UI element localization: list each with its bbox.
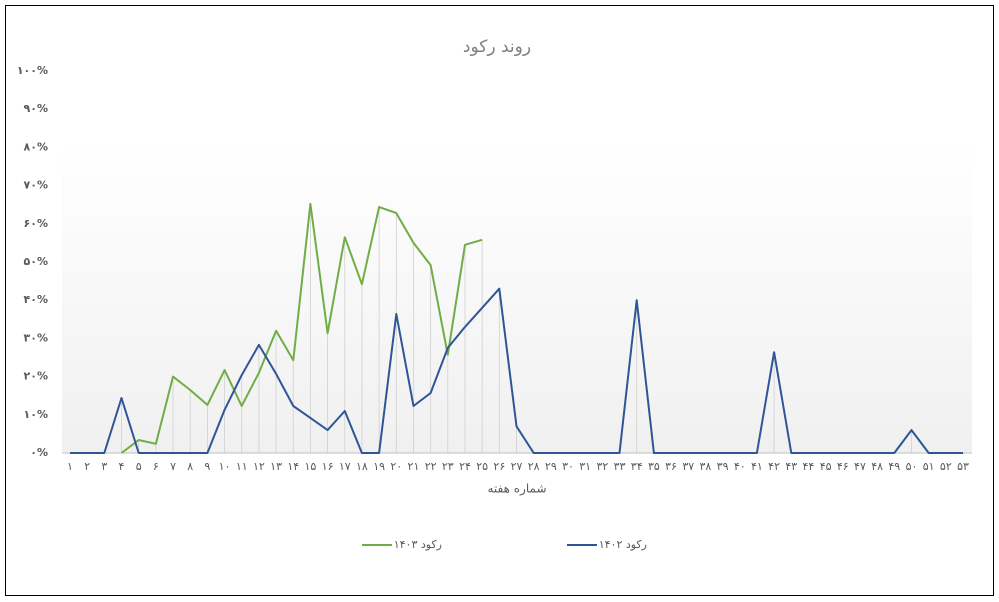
y-tick-label: ۱۰۰% [17, 64, 48, 77]
x-tick-label: ۱۳ [270, 460, 282, 473]
x-tick-label: ۳۷ [682, 460, 694, 473]
y-tick-label: ۷۰% [24, 179, 48, 192]
x-tick-label: ۱۱ [236, 460, 248, 473]
x-tick-label: ۴ [119, 460, 125, 473]
x-tick-label: ۲۶ [493, 460, 505, 473]
x-tick-label: ۳۹ [717, 460, 729, 473]
x-tick-label: ۴۱ [751, 460, 763, 473]
legend-label: رکود ۱۴۰۳ [394, 538, 442, 551]
x-tick-label: ۱۶ [322, 460, 334, 473]
x-tick-label: ۵۳ [957, 460, 969, 473]
x-tick-label: ۴۰ [734, 460, 746, 473]
x-tick-label: ۴۸ [871, 460, 883, 473]
chart-title: روند رکود [463, 37, 531, 57]
y-tick-label: ۰% [30, 446, 48, 459]
x-tick-label: ۱۲ [253, 460, 265, 473]
x-tick-label: ۳۳ [614, 460, 626, 473]
x-tick-label: ۲۱ [408, 460, 420, 473]
x-tick-label: ۷ [170, 460, 176, 473]
x-tick-label: ۲۴ [459, 460, 471, 473]
x-tick-label: ۳۵ [648, 460, 660, 473]
x-tick-label: ۴۹ [888, 460, 900, 473]
x-tick-label: ۵۱ [923, 460, 935, 473]
series-line [120, 202, 483, 454]
x-tick-label: ۱ [67, 460, 73, 473]
y-tick-label: ۱۰% [24, 408, 48, 421]
x-tick-label: ۲۳ [442, 460, 454, 473]
x-tick-label: ۳۰ [562, 460, 574, 473]
y-tick-label: ۹۰% [24, 102, 48, 115]
x-tick-label: ۳ [101, 460, 107, 473]
x-tick-label: ۲۸ [528, 460, 540, 473]
x-tick-label: ۱۷ [339, 460, 351, 473]
x-axis-title: شماره هفته [488, 482, 547, 497]
x-tick-label: ۴۶ [837, 460, 849, 473]
x-tick-label: ۴۷ [854, 460, 866, 473]
x-tick-label: ۱۴ [287, 460, 299, 473]
x-tick-label: ۳۴ [631, 460, 643, 473]
x-tick-label: ۲۵ [476, 460, 488, 473]
x-tick-label: ۴۴ [803, 460, 815, 473]
x-tick-label: ۹ [204, 460, 210, 473]
x-tick-label: ۱۵ [305, 460, 317, 473]
x-tick-label: ۲۲ [425, 460, 437, 473]
y-tick-label: ۳۰% [24, 331, 48, 344]
y-tick-label: ۶۰% [24, 217, 48, 230]
x-tick-label: ۳۲ [596, 460, 608, 473]
x-tick-label: ۵ [136, 460, 142, 473]
x-tick-label: ۲۰ [390, 460, 402, 473]
x-tick-label: ۳۱ [579, 460, 591, 473]
x-tick-label: ۱۸ [356, 460, 368, 473]
x-tick-label: ۱۰ [219, 460, 231, 473]
x-tick-label: ۴۳ [785, 460, 797, 473]
legend-label: رکود ۱۴۰۲ [599, 538, 647, 551]
y-tick-label: ۵۰% [24, 255, 48, 268]
y-tick-label: ۸۰% [24, 140, 48, 153]
x-tick-label: ۵۰ [906, 460, 918, 473]
plot-background [62, 140, 972, 453]
x-tick-label: ۲۹ [545, 460, 557, 473]
series-line [70, 287, 963, 454]
y-tick-label: ۲۰% [24, 370, 48, 383]
x-tick-label: ۴۲ [768, 460, 780, 473]
x-tick-label: ۸ [187, 460, 193, 473]
y-tick-label: ۴۰% [24, 293, 48, 306]
x-tick-label: ۴۵ [820, 460, 832, 473]
x-tick-label: ۵۲ [940, 460, 952, 473]
x-tick-label: ۳۸ [699, 460, 711, 473]
x-tick-label: ۱۹ [373, 460, 385, 473]
x-tick-label: ۳۶ [665, 460, 677, 473]
x-tick-label: ۶ [153, 460, 159, 473]
x-tick-label: ۲ [84, 460, 90, 473]
x-tick-label: ۲۷ [511, 460, 523, 473]
